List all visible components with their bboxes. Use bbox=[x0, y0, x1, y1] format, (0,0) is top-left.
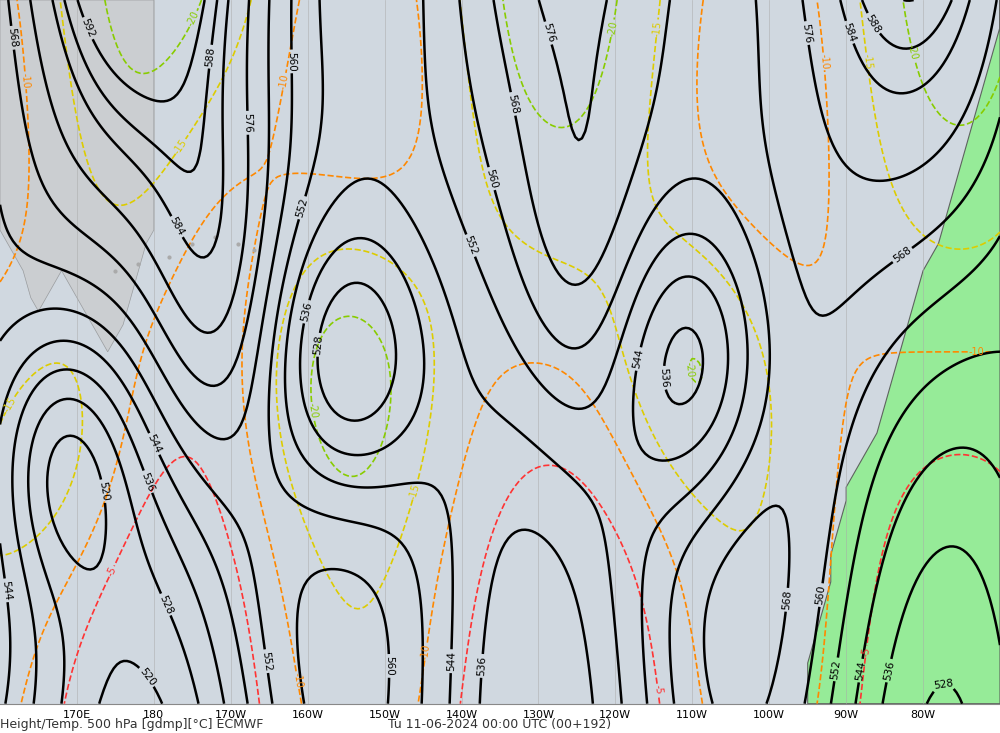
Text: Tu 11-06-2024 00:00 UTC (00+192): Tu 11-06-2024 00:00 UTC (00+192) bbox=[388, 718, 612, 731]
Text: -20: -20 bbox=[683, 361, 695, 378]
Text: 552: 552 bbox=[830, 659, 843, 680]
Text: 552: 552 bbox=[260, 651, 273, 671]
Text: -20: -20 bbox=[606, 20, 619, 37]
Text: 544: 544 bbox=[146, 432, 163, 455]
Text: 576: 576 bbox=[242, 113, 253, 133]
Text: -20: -20 bbox=[186, 10, 201, 28]
Text: 584: 584 bbox=[168, 216, 186, 237]
Text: 520: 520 bbox=[97, 481, 110, 501]
Text: 544: 544 bbox=[0, 580, 12, 601]
Text: 588: 588 bbox=[864, 12, 883, 34]
Text: 536: 536 bbox=[882, 660, 896, 682]
Text: 584: 584 bbox=[842, 21, 857, 43]
Text: -5: -5 bbox=[861, 647, 872, 658]
Text: 592: 592 bbox=[79, 18, 96, 40]
Text: 568: 568 bbox=[6, 27, 19, 48]
Polygon shape bbox=[808, 0, 1000, 704]
Text: 528: 528 bbox=[312, 334, 324, 356]
Text: -10: -10 bbox=[278, 73, 291, 90]
Text: 544: 544 bbox=[446, 651, 456, 671]
Text: -5: -5 bbox=[652, 684, 663, 695]
Text: Height/Temp. 500 hPa [gdmp][°C] ECMWF: Height/Temp. 500 hPa [gdmp][°C] ECMWF bbox=[0, 718, 263, 731]
Text: 576: 576 bbox=[541, 22, 556, 44]
Text: 536: 536 bbox=[658, 367, 670, 388]
Text: 552: 552 bbox=[462, 235, 479, 257]
Text: -15: -15 bbox=[2, 395, 18, 413]
Text: 560: 560 bbox=[286, 51, 297, 71]
Text: 568: 568 bbox=[506, 93, 520, 114]
Text: -10: -10 bbox=[969, 347, 984, 357]
Text: -20: -20 bbox=[307, 402, 319, 419]
Text: 568: 568 bbox=[781, 589, 793, 610]
Text: -15: -15 bbox=[651, 20, 663, 37]
Text: -10: -10 bbox=[20, 72, 31, 89]
Text: 560: 560 bbox=[815, 585, 827, 605]
Text: 560: 560 bbox=[384, 656, 394, 676]
Text: -15: -15 bbox=[408, 482, 422, 500]
Text: 576: 576 bbox=[801, 23, 813, 43]
Text: 544: 544 bbox=[631, 348, 645, 369]
Text: 552: 552 bbox=[295, 197, 310, 218]
Text: -15: -15 bbox=[172, 137, 189, 156]
Text: -15: -15 bbox=[861, 53, 873, 70]
Polygon shape bbox=[0, 0, 154, 352]
Text: 520: 520 bbox=[137, 666, 157, 688]
Text: 544: 544 bbox=[854, 660, 867, 681]
Text: 536: 536 bbox=[299, 301, 314, 323]
Text: 528: 528 bbox=[933, 678, 954, 691]
Text: 536: 536 bbox=[140, 471, 156, 493]
Text: 568: 568 bbox=[891, 245, 913, 265]
Text: 536: 536 bbox=[476, 655, 488, 676]
Text: -10: -10 bbox=[420, 644, 432, 660]
Text: -10: -10 bbox=[818, 53, 829, 70]
Text: -20: -20 bbox=[906, 43, 920, 61]
Text: 528: 528 bbox=[157, 594, 174, 616]
Text: -10: -10 bbox=[291, 671, 304, 688]
Text: 588: 588 bbox=[204, 46, 216, 67]
Text: -5: -5 bbox=[105, 565, 118, 578]
Text: 560: 560 bbox=[484, 168, 499, 189]
